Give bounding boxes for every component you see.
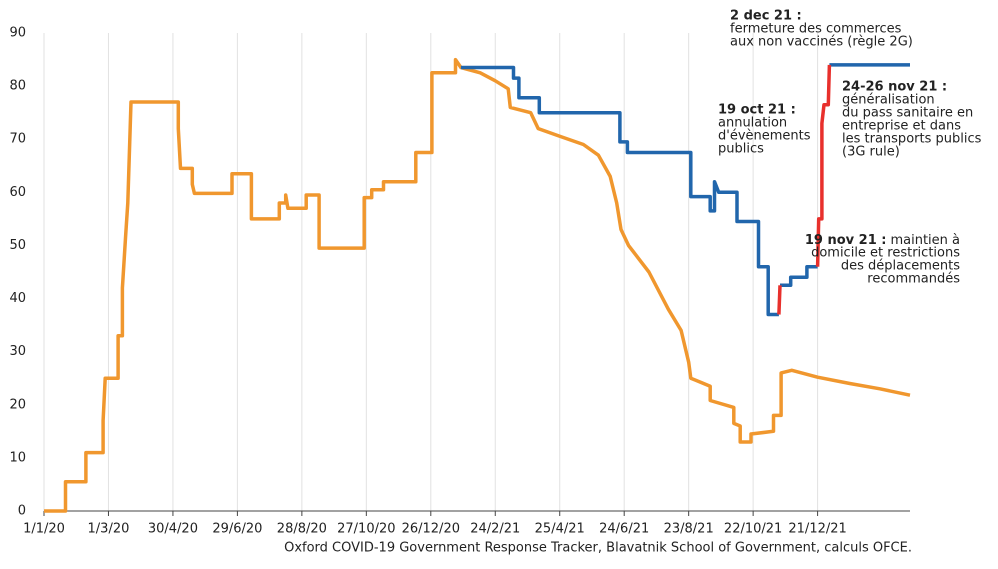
x-tick-label: 24/2/21 (470, 522, 520, 537)
y-tick-label: 30 (9, 344, 26, 359)
annotation-text: des déplacements (841, 259, 960, 274)
x-tick-label: 27/10/20 (337, 522, 395, 537)
y-tick-label: 70 (9, 132, 26, 147)
annotation-text: publics (718, 142, 764, 157)
x-tick-label: 29/6/20 (212, 522, 262, 537)
annotation-text: recommandés (867, 272, 960, 287)
annotation-text: d'évènements (718, 129, 811, 144)
x-tick-label: 24/6/21 (599, 522, 649, 537)
y-tick-label: 60 (9, 185, 26, 200)
x-tick-label: 25/4/21 (535, 522, 585, 537)
annotation-text: aux non vaccinés (règle 2G) (730, 35, 913, 50)
x-tick-label: 26/12/20 (402, 522, 460, 537)
y-tick-label: 0 (18, 504, 26, 519)
annotation-title: 2 dec 21 : (730, 9, 802, 24)
annotation-text: généralisation (842, 93, 935, 108)
annotation-title: 24-26 nov 21 : (842, 80, 947, 95)
y-tick-label: 10 (9, 450, 26, 465)
x-tick-label: 21/12/21 (788, 522, 846, 537)
y-tick-label: 20 (9, 397, 26, 412)
annotation-title: 19 nov 21 : (805, 233, 887, 248)
x-tick-label: 22/10/21 (724, 522, 782, 537)
annotation-text: les transports publics (842, 132, 982, 147)
annotation-text: entreprise et dans (842, 119, 961, 134)
x-tick-label: 28/8/20 (277, 522, 327, 537)
x-tick-label: 23/8/21 (664, 522, 714, 537)
series-line (777, 64, 832, 315)
annotation-title: 19 oct 21 : (718, 103, 796, 118)
x-tick-label: 30/4/20 (148, 522, 198, 537)
annotation-text: domicile et restrictions (811, 246, 960, 261)
annotation-text: maintien à (890, 233, 960, 248)
y-tick-label: 80 (9, 79, 26, 94)
y-tick-label: 40 (9, 291, 26, 306)
annotation-text: fermeture des commerces (730, 22, 902, 37)
y-tick-label: 90 (9, 26, 26, 41)
x-tick-label: 1/3/20 (88, 522, 130, 537)
annotation: 19 nov 21 : maintien à (805, 233, 960, 248)
annotation-text: annulation (718, 116, 787, 131)
series-line (460, 63, 910, 317)
annotation-text: du pass sanitaire en (842, 106, 973, 121)
annotation-text: (3G rule) (842, 145, 900, 160)
source: Oxford COVID-19 Government Response Trac… (284, 541, 912, 556)
series-line (44, 57, 911, 513)
x-tick-label: 1/1/20 (23, 522, 65, 537)
y-tick-label: 50 (9, 238, 26, 253)
